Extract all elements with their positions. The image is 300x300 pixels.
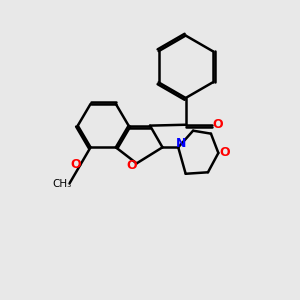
Text: CH₃: CH₃ bbox=[53, 179, 72, 190]
Text: O: O bbox=[126, 159, 136, 172]
Text: O: O bbox=[212, 118, 223, 131]
Text: O: O bbox=[70, 158, 81, 171]
Text: O: O bbox=[219, 146, 230, 160]
Text: N: N bbox=[176, 137, 186, 150]
